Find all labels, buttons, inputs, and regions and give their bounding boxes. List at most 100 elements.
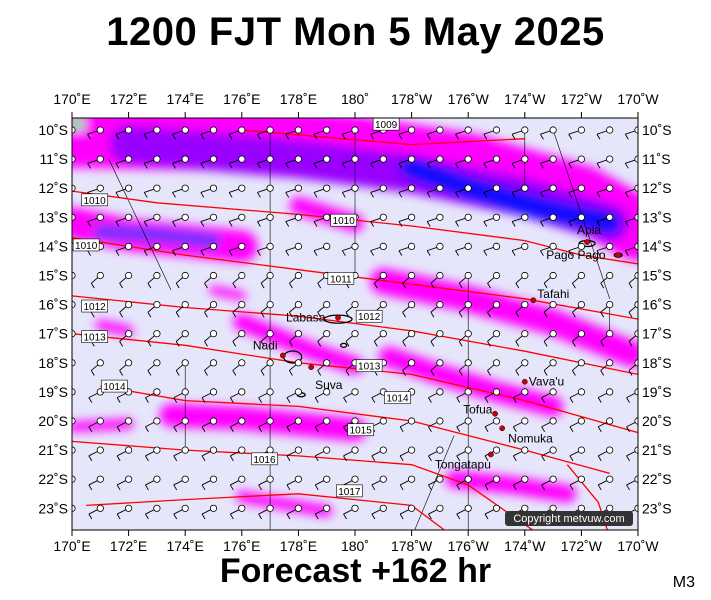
lon-label: 180˚ — [341, 91, 369, 107]
place-label: Nadi — [253, 339, 278, 353]
isobar-label: 1013 — [84, 333, 107, 344]
station-marker — [266, 155, 274, 163]
station-marker — [209, 213, 218, 221]
wind-barb — [341, 192, 346, 198]
lat-label: 15˚S — [642, 268, 672, 284]
station-marker — [577, 242, 586, 250]
station-marker — [294, 300, 302, 309]
station-marker — [153, 330, 161, 338]
isobar-labels: 1009 1010 1010 1010 1011 1012 1012 1013 1013 1014… — [72, 117, 411, 498]
wind-barb — [428, 455, 432, 462]
station-marker — [577, 184, 586, 192]
wind-barb — [568, 221, 573, 227]
station-marker — [577, 271, 586, 280]
wind-barb — [540, 192, 544, 198]
wind-barb — [116, 455, 121, 462]
isobar-label: 1009 — [375, 120, 398, 131]
map-title: 1200 FJT Mon 5 May 2025 — [106, 10, 605, 54]
wind-barb — [628, 341, 633, 347]
wind-barb — [596, 250, 601, 256]
station-marker — [436, 504, 444, 512]
station-marker — [492, 126, 501, 134]
lat-label: 19˚S — [642, 384, 672, 400]
station-marker — [153, 417, 161, 425]
isobar-label-box — [336, 484, 363, 498]
wind-barb — [343, 397, 347, 403]
wind-barb — [430, 341, 435, 347]
station-marker — [96, 417, 104, 425]
wind-barb — [624, 221, 629, 227]
wind-barb — [204, 341, 208, 347]
station-marker — [379, 300, 387, 309]
wind-barb — [257, 133, 261, 140]
station-marker — [181, 330, 189, 338]
wind-barb — [597, 397, 602, 403]
station-marker — [521, 126, 529, 134]
station-marker — [351, 388, 359, 396]
wind-barb — [204, 370, 208, 376]
wind-barb — [289, 370, 293, 376]
wind-barb — [512, 455, 517, 462]
station-marker — [209, 475, 218, 483]
wind-barb — [147, 370, 152, 376]
wind-barb — [260, 312, 265, 318]
station-marker — [464, 359, 472, 367]
rain-band — [236, 490, 333, 517]
place-label: Pago Pago — [546, 248, 606, 262]
wind-barb — [115, 163, 120, 169]
wind-barb — [88, 455, 93, 462]
wind-barb — [398, 192, 403, 198]
copyright-badge: Copyright metvuw.com — [505, 511, 633, 526]
wind-barb — [345, 370, 350, 376]
station-marker — [549, 475, 557, 483]
station-marker — [266, 359, 274, 367]
station-marker — [209, 184, 218, 192]
lat-label: 10˚S — [38, 122, 68, 138]
lon-label: 172˚W — [561, 538, 603, 554]
wind-barb — [173, 455, 178, 462]
wind-barb — [596, 133, 601, 140]
wind-barb — [314, 455, 319, 462]
isobar-label-box — [81, 299, 108, 313]
station-marker — [606, 271, 614, 280]
lon-label: 174˚W — [504, 538, 546, 554]
station-marker — [323, 417, 331, 425]
wind-barb — [285, 192, 290, 198]
wind-barb — [313, 163, 318, 169]
station-marker — [436, 475, 444, 483]
station-marker — [436, 388, 444, 396]
isobar-label-box — [355, 359, 383, 373]
station-marker — [436, 242, 444, 250]
station-marker — [294, 126, 302, 134]
wind-barb — [484, 513, 489, 520]
wind-barb — [626, 484, 630, 491]
wind-barb — [600, 341, 605, 347]
station-marker — [323, 388, 331, 396]
station-marker — [492, 417, 501, 425]
place-marker — [521, 378, 528, 385]
station-marker — [266, 213, 274, 221]
station-marker — [521, 359, 529, 367]
wind-barb — [63, 312, 66, 317]
wind-barb — [88, 484, 93, 491]
station-marker — [436, 417, 444, 425]
isobar — [72, 440, 534, 530]
station-marker — [209, 417, 218, 425]
wind-barb — [511, 250, 516, 256]
station-marker — [181, 417, 189, 425]
place-label: Nomuka — [508, 431, 553, 445]
station-marker — [294, 504, 302, 512]
wind-barb — [116, 484, 121, 491]
lat-label: 11˚S — [39, 151, 68, 167]
station-marker — [492, 300, 501, 309]
wind-barb — [402, 341, 406, 347]
wind-barb — [317, 370, 322, 376]
station-marker — [294, 242, 302, 250]
station-marker — [351, 242, 359, 250]
lon-label: 178˚E — [280, 538, 317, 554]
wind-barb — [200, 250, 205, 256]
station-marker — [606, 388, 614, 396]
wind-barb — [572, 282, 576, 289]
wind-barb — [512, 397, 517, 403]
station-marker — [238, 213, 246, 221]
